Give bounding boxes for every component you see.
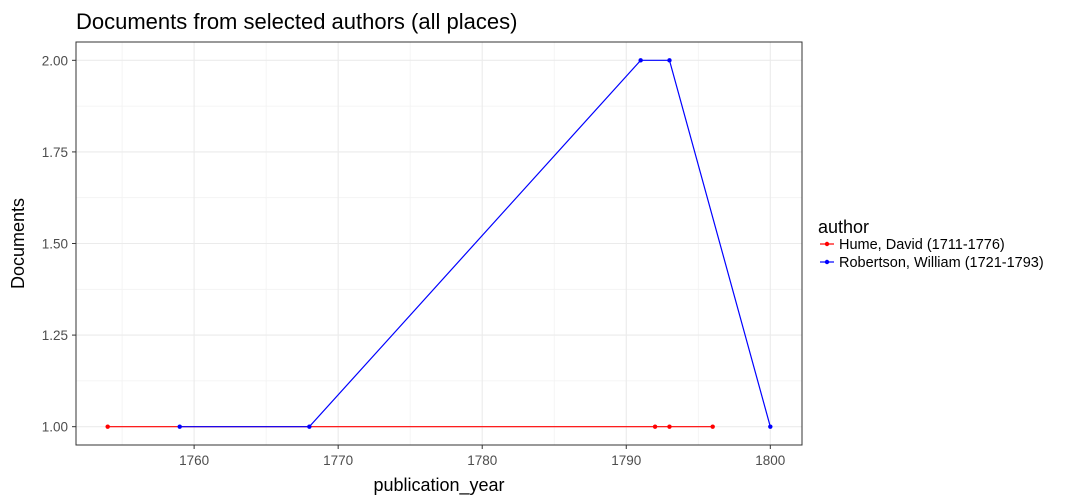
data-point	[177, 424, 182, 429]
y-tick-label: 2.00	[42, 53, 68, 68]
legend-title: author	[818, 217, 869, 237]
y-axis-ticks: 1.00 1.25 1.50 1.75 2.00	[42, 53, 76, 435]
series-layer	[105, 58, 773, 429]
legend-label: Hume, David (1711-1776)	[839, 237, 1005, 253]
data-point	[105, 424, 110, 429]
x-axis-ticks: 1760 1770 1780 1790 1800	[179, 445, 785, 468]
data-point	[638, 58, 643, 63]
data-point	[307, 424, 312, 429]
legend-key-point	[824, 259, 830, 265]
data-point	[710, 424, 715, 429]
legend: author Hume, David (1711-1776) Robertson,…	[818, 217, 1044, 271]
y-axis-title: Documents	[8, 198, 28, 289]
x-tick-label: 1790	[611, 453, 641, 468]
y-tick-label: 1.50	[42, 237, 68, 252]
x-axis-title: publication_year	[373, 475, 504, 496]
data-point	[768, 424, 773, 429]
data-point	[667, 424, 672, 429]
y-tick-label: 1.25	[42, 328, 68, 343]
x-tick-label: 1760	[179, 453, 209, 468]
major-gridlines	[76, 42, 802, 445]
x-tick-label: 1800	[755, 453, 785, 468]
x-tick-label: 1770	[323, 453, 353, 468]
chart-title: Documents from selected authors (all pla…	[76, 9, 517, 34]
data-point	[652, 424, 658, 429]
legend-label: Robertson, William (1721-1793)	[839, 255, 1044, 271]
y-tick-label: 1.00	[42, 420, 68, 435]
data-point	[667, 58, 672, 63]
y-tick-label: 1.75	[42, 145, 68, 160]
x-tick-label: 1780	[467, 453, 497, 468]
legend-key-point	[824, 241, 830, 247]
